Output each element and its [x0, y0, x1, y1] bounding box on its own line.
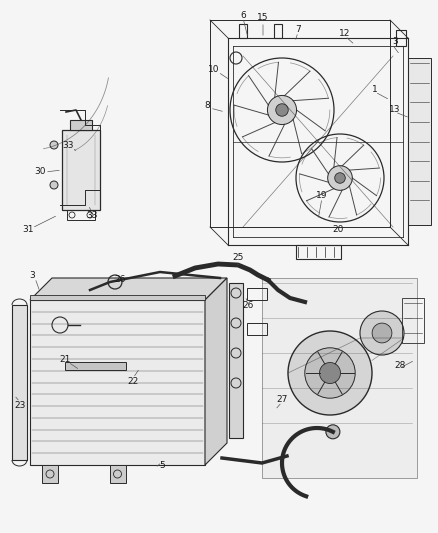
Circle shape [319, 362, 340, 384]
Text: 28: 28 [394, 360, 406, 369]
Bar [239, 24, 247, 38]
Circle shape [328, 166, 352, 190]
Text: 10: 10 [208, 66, 220, 75]
Text: 23: 23 [14, 400, 26, 409]
Text: 30: 30 [34, 167, 46, 176]
Bar [402, 298, 424, 343]
Text: 33: 33 [62, 141, 74, 150]
Text: 15: 15 [257, 13, 269, 22]
Text: 3: 3 [392, 36, 398, 45]
Text: 1: 1 [372, 85, 378, 93]
Text: 25: 25 [232, 254, 244, 262]
Circle shape [372, 323, 392, 343]
Text: 19: 19 [316, 190, 328, 199]
Bar [62, 130, 100, 210]
Text: 31: 31 [22, 225, 34, 235]
Circle shape [268, 95, 297, 125]
Bar [296, 245, 340, 259]
Circle shape [50, 181, 58, 189]
Bar [70, 120, 92, 130]
Text: 27: 27 [276, 395, 288, 405]
Bar [247, 288, 267, 300]
Bar [67, 210, 95, 220]
Text: 21: 21 [59, 356, 71, 365]
Bar [42, 465, 58, 483]
Text: 20: 20 [332, 225, 344, 235]
Circle shape [276, 104, 288, 116]
Circle shape [305, 348, 355, 398]
Text: 12: 12 [339, 28, 351, 37]
Circle shape [50, 141, 58, 149]
Polygon shape [30, 278, 227, 300]
Circle shape [288, 331, 372, 415]
Text: 6: 6 [240, 11, 246, 20]
Bar [12, 305, 27, 460]
Text: 26: 26 [114, 274, 126, 284]
Circle shape [335, 173, 345, 183]
Text: 13: 13 [389, 106, 401, 115]
Text: 8: 8 [204, 101, 210, 110]
Polygon shape [205, 278, 227, 465]
Bar [65, 362, 126, 370]
Bar [229, 283, 243, 438]
Bar [247, 323, 267, 335]
Text: 3: 3 [29, 271, 35, 279]
Text: 7: 7 [295, 25, 301, 34]
Bar [30, 300, 205, 465]
Bar [396, 30, 406, 46]
Bar [110, 465, 126, 483]
Text: 22: 22 [127, 377, 138, 386]
Bar [274, 24, 282, 38]
Text: 26: 26 [242, 302, 254, 311]
Bar [30, 295, 205, 300]
Text: 33: 33 [86, 211, 98, 220]
Bar [408, 58, 431, 225]
Circle shape [326, 425, 340, 439]
Bar [262, 278, 417, 478]
Text: 5: 5 [159, 461, 165, 470]
Circle shape [360, 311, 404, 355]
